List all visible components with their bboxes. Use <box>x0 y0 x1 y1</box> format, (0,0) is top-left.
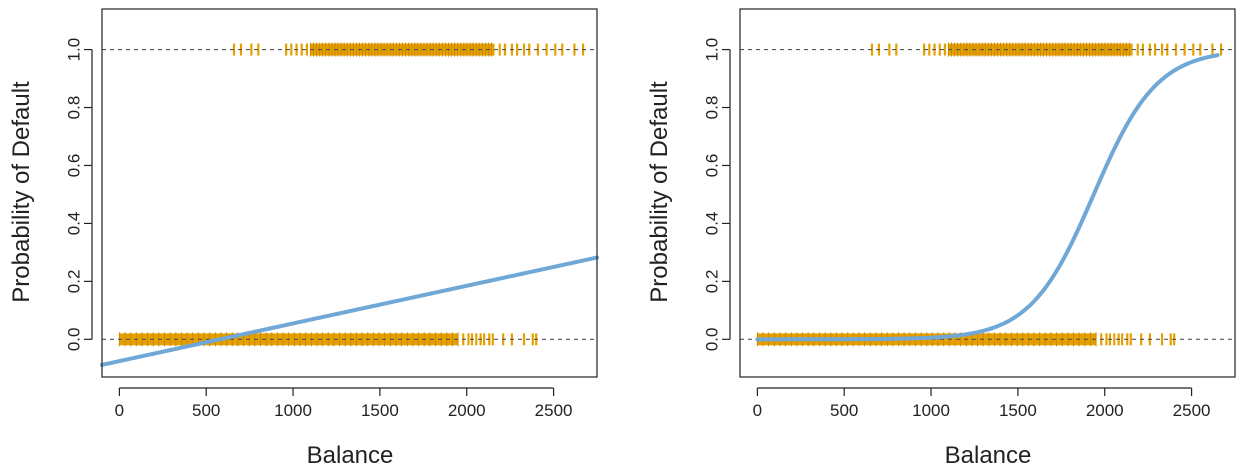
x-tick-label: 500 <box>192 401 220 420</box>
axes-layer: 0 500 1000 1500 2000 2500 0.0 0.2 0.4 0.6 0.8 1.0 <box>703 38 1211 420</box>
x-tick-label: 2000 <box>1086 401 1124 420</box>
x-tick-label: 2000 <box>448 401 486 420</box>
x-tick-label: 500 <box>830 401 858 420</box>
x-tick-label: 1500 <box>361 401 399 420</box>
x-tick-label: 2500 <box>1173 401 1211 420</box>
x-tick-label: 1000 <box>274 401 312 420</box>
plot-frame <box>739 8 1236 378</box>
linear-fit-line <box>100 255 599 367</box>
x-axis-title: Balance <box>945 442 1032 469</box>
axes-layer: 0 500 1000 1500 2000 2500 0.0 0.2 0.4 0.6 0.8 1.0 <box>65 38 573 420</box>
x-tick-label: 2500 <box>535 401 573 420</box>
logistic-fit-curve <box>755 53 1220 342</box>
y-tick-label: 0.4 <box>65 212 84 236</box>
reference-lines-layer <box>102 48 597 340</box>
x-tick-label: 0 <box>753 401 762 420</box>
y-tick-label: 0.4 <box>703 212 722 236</box>
observations-layer <box>118 42 585 347</box>
x-tick-label: 1000 <box>912 401 950 420</box>
y-tick-label: 0.0 <box>703 328 722 352</box>
x-tick-label: 1500 <box>999 401 1037 420</box>
curve-layer <box>100 255 599 367</box>
y-tick-label: 0.8 <box>65 96 84 120</box>
y-tick-label: 0.2 <box>65 270 84 294</box>
x-axis-title: Balance <box>307 442 394 469</box>
x-tick-label: 0 <box>115 401 124 420</box>
y-tick-label: 1.0 <box>65 38 84 62</box>
y-axis-title: Probability of Default <box>646 81 673 303</box>
y-tick-label: 0.0 <box>65 328 84 352</box>
y-tick-label: 0.2 <box>703 270 722 294</box>
plot-frame <box>101 8 598 378</box>
y-tick-label: 0.6 <box>703 154 722 178</box>
y-tick-label: 0.8 <box>703 96 722 120</box>
y-tick-label: 0.6 <box>65 154 84 178</box>
y-axis-title: Probability of Default <box>8 81 35 303</box>
reference-lines-layer <box>740 48 1235 340</box>
y-tick-label: 1.0 <box>703 38 722 62</box>
curve-layer <box>755 53 1220 342</box>
logistic-regression-panel: 0 500 1000 1500 2000 2500 0.0 0.2 0.4 0.6 0.8 1.0 B… <box>646 8 1236 469</box>
linear-regression-panel: 0 500 1000 1500 2000 2500 0.0 0.2 0.4 0.6 0.8 1.0 B… <box>8 8 599 469</box>
